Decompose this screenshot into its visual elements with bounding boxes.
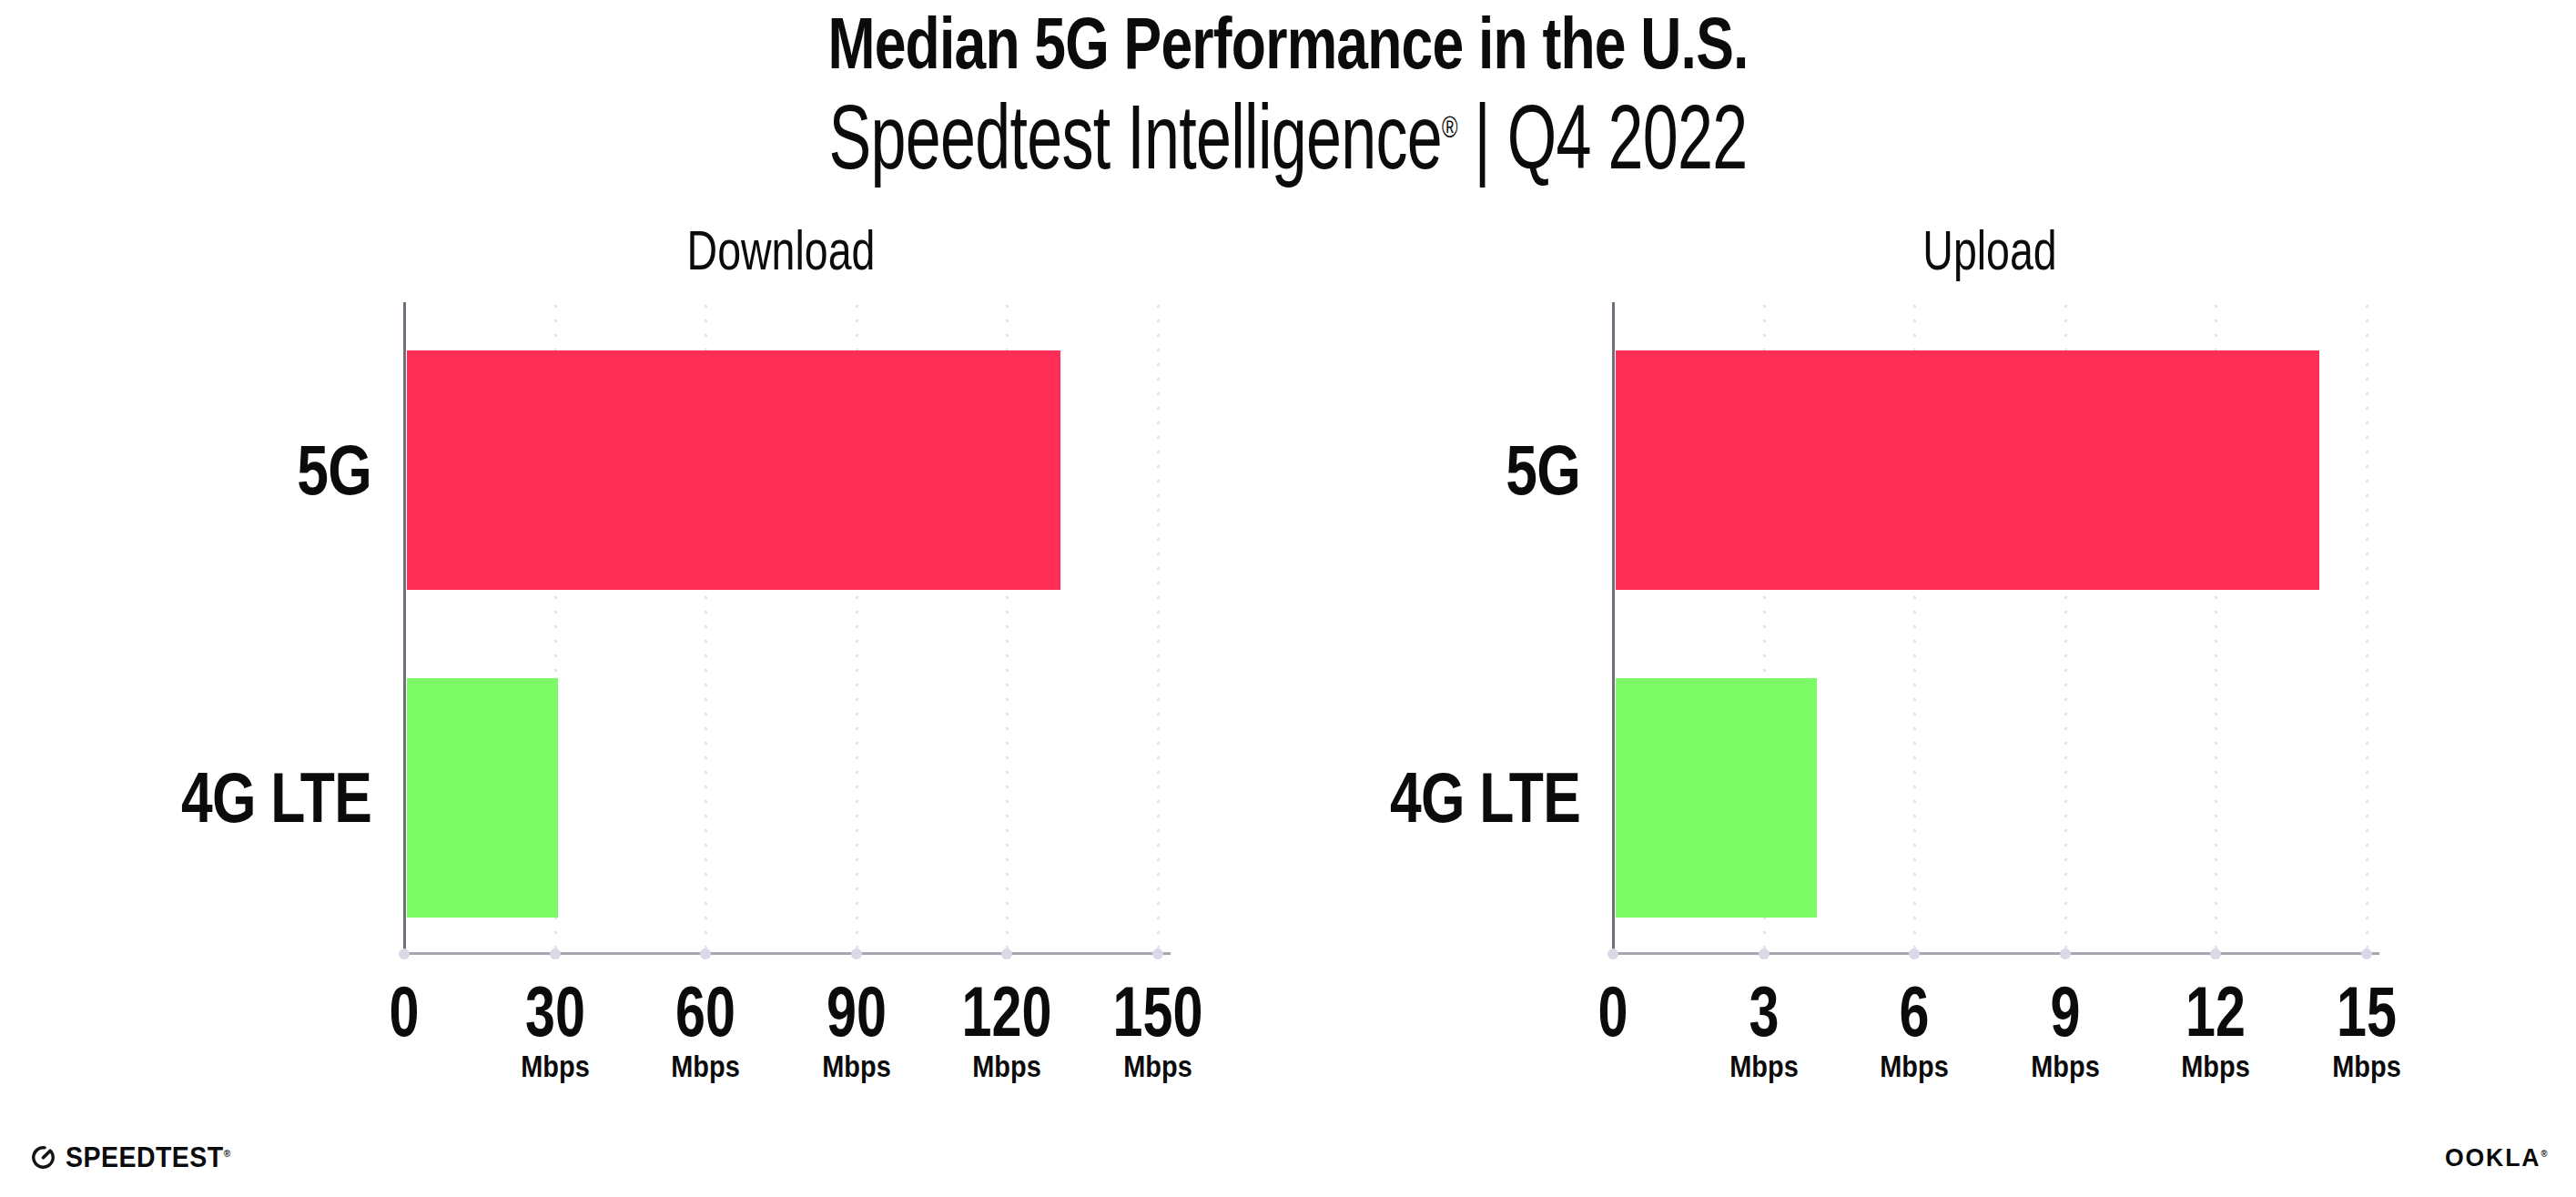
- bar-5g-download: [407, 350, 1060, 590]
- chart-title-upload: Upload: [1785, 222, 2195, 279]
- bar-4g-lte-upload: [1616, 678, 1817, 918]
- speedtest-logo: SPEEDTEST®: [30, 1143, 245, 1172]
- plot-download: 030Mbps60Mbps90Mbps120Mbps150Mbps: [404, 305, 1171, 954]
- axis-tick-dot-15: [2361, 948, 2372, 959]
- ookla-trademark: ®: [2541, 1149, 2547, 1159]
- x-tick-unit: Mbps: [2146, 1050, 2286, 1081]
- x-tick-value: 9: [2003, 976, 2127, 1047]
- axis-tick-dot-150: [1152, 948, 1163, 959]
- x-tick-15: 15Mbps: [2285, 976, 2449, 1081]
- page-subtitle: Speedtest Intelligence® | Q4 2022: [387, 91, 2190, 182]
- page-title: Median 5G Performance in the U.S.: [283, 7, 2292, 80]
- ytick-label-5g-download: 5G: [66, 434, 371, 505]
- ytick-label-5g-upload: 5G: [1274, 434, 1580, 505]
- bar-4g-lte-download: [407, 678, 558, 918]
- x-tick-6: 6Mbps: [1832, 976, 1996, 1081]
- axis-tick-dot-9: [2060, 948, 2071, 959]
- y-axis-line: [403, 302, 406, 957]
- axis-tick-dot-30: [550, 948, 561, 959]
- x-axis-line: [1613, 952, 2379, 955]
- axis-tick-dot-120: [1001, 948, 1012, 959]
- x-tick-30: 30Mbps: [473, 976, 637, 1081]
- x-tick-unit: Mbps: [1845, 1050, 1984, 1081]
- x-tick-unit: Mbps: [1089, 1050, 1228, 1081]
- x-tick-value: 6: [1852, 976, 1977, 1047]
- x-tick-value: 0: [342, 976, 467, 1047]
- x-tick-unit: Mbps: [938, 1050, 1077, 1081]
- x-tick-unit: Mbps: [636, 1050, 776, 1081]
- x-tick-unit: Mbps: [1995, 1050, 2135, 1081]
- x-tick-150: 150Mbps: [1076, 976, 1240, 1081]
- y-axis-line: [1612, 302, 1615, 957]
- ytick-label-4g-upload: 4G LTE: [1274, 762, 1580, 833]
- x-tick-value: 150: [1096, 976, 1221, 1047]
- ytick-label-4g-download: 4G LTE: [66, 762, 371, 833]
- x-tick-90: 90Mbps: [775, 976, 938, 1081]
- axis-tick-dot-6: [1909, 948, 1920, 959]
- x-tick-value: 3: [1701, 976, 1826, 1047]
- gridline-150: [1157, 305, 1160, 954]
- ookla-wordmark: OOKLA: [2444, 1143, 2541, 1172]
- axis-tick-dot-0: [1607, 948, 1618, 959]
- plot-upload: 03Mbps6Mbps9Mbps12Mbps15Mbps: [1613, 305, 2379, 954]
- x-tick-3: 3Mbps: [1682, 976, 1846, 1081]
- subtitle-period: | Q4 2022: [1457, 86, 1748, 188]
- x-tick-120: 120Mbps: [925, 976, 1089, 1081]
- axis-tick-dot-60: [700, 948, 711, 959]
- x-tick-unit: Mbps: [1694, 1050, 1833, 1081]
- speedtest-trademark: ®: [224, 1148, 231, 1159]
- x-tick-value: 30: [492, 976, 617, 1047]
- x-tick-value: 15: [2305, 976, 2429, 1047]
- x-tick-60: 60Mbps: [624, 976, 787, 1081]
- x-tick-value: 12: [2154, 976, 2278, 1047]
- x-tick-value: 120: [945, 976, 1070, 1047]
- x-tick-value: 60: [644, 976, 768, 1047]
- x-tick-9: 9Mbps: [1983, 976, 2147, 1081]
- x-tick-value: 0: [1551, 976, 1676, 1047]
- x-tick-0: 0: [322, 976, 486, 1047]
- x-axis-line: [404, 952, 1171, 955]
- gridline-15: [2366, 305, 2368, 954]
- x-tick-unit: Mbps: [786, 1050, 926, 1081]
- registered-mark: ®: [1442, 109, 1457, 144]
- infographic: Median 5G Performance in the U.S. Speedt…: [0, 0, 2576, 1197]
- axis-tick-dot-3: [1759, 948, 1770, 959]
- speedtest-gauge-icon: [30, 1144, 56, 1171]
- subtitle-brand: Speedtest Intelligence: [829, 86, 1442, 188]
- speedtest-wordmark: SPEEDTEST®: [66, 1143, 231, 1172]
- x-tick-0: 0: [1531, 976, 1695, 1047]
- axis-tick-dot-0: [399, 948, 410, 959]
- x-tick-value: 90: [794, 976, 918, 1047]
- x-tick-12: 12Mbps: [2134, 976, 2297, 1081]
- bar-5g-upload: [1616, 350, 2319, 590]
- axis-tick-dot-12: [2210, 948, 2221, 959]
- x-tick-unit: Mbps: [485, 1050, 624, 1081]
- ookla-logo: OOKLA®: [2444, 1145, 2547, 1171]
- axis-tick-dot-90: [851, 948, 862, 959]
- chart-title-download: Download: [576, 222, 986, 279]
- x-tick-unit: Mbps: [2297, 1050, 2437, 1081]
